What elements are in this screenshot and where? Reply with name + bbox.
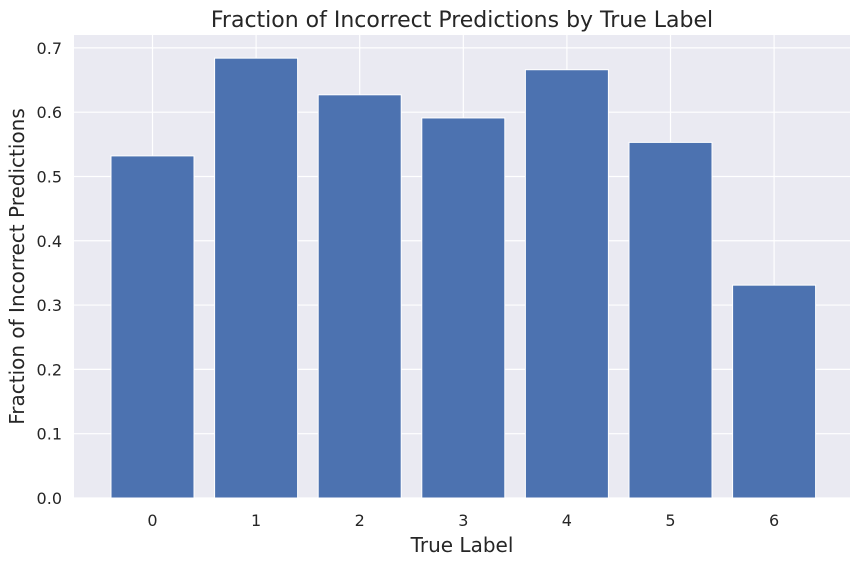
x-tick-labels: 0 1 2 3 4 5 6	[147, 511, 779, 530]
x-tick-label: 3	[458, 511, 468, 530]
bar-6	[732, 284, 817, 499]
x-tick-label: 4	[562, 511, 572, 530]
x-tick-label: 0	[147, 511, 157, 530]
bar-2	[317, 94, 402, 499]
x-tick-label: 6	[769, 511, 779, 530]
bar-4	[524, 69, 609, 499]
y-tick-label: 0.0	[37, 489, 62, 508]
y-tick-label: 0.6	[37, 103, 62, 122]
y-tick-label: 0.7	[37, 39, 62, 58]
y-tick-label: 0.2	[37, 360, 62, 379]
x-tick-label: 2	[355, 511, 365, 530]
y-tick-label: 0.4	[37, 232, 62, 251]
y-tick-labels: 0.0 0.1 0.2 0.3 0.4 0.5 0.6 0.7	[37, 39, 62, 508]
y-axis-label: Fraction of Incorrect Predictions	[5, 108, 29, 425]
x-tick-label: 1	[251, 511, 261, 530]
y-tick-label: 0.1	[37, 425, 62, 444]
bar-0	[110, 155, 195, 499]
x-axis-label: True Label	[410, 533, 514, 557]
x-tick-label: 5	[665, 511, 675, 530]
chart-title: Fraction of Incorrect Predictions by Tru…	[211, 8, 713, 33]
y-tick-label: 0.3	[37, 296, 62, 315]
bar-5	[628, 141, 713, 499]
y-tick-label: 0.5	[37, 167, 62, 186]
bar-1	[214, 57, 299, 499]
bars	[110, 57, 817, 499]
bar-3	[421, 117, 506, 499]
